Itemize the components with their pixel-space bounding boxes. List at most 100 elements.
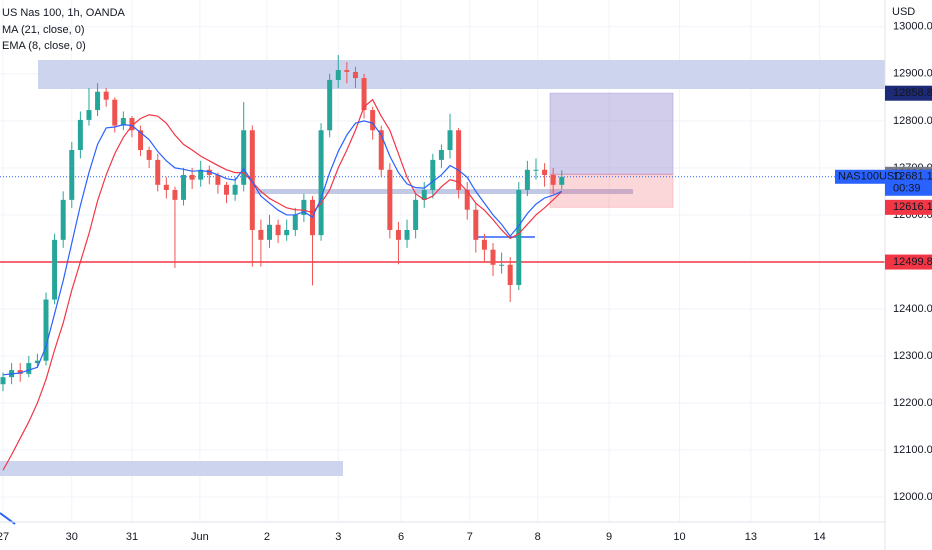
x-tick-label: 3 <box>335 531 341 543</box>
candle-body <box>224 184 230 195</box>
candle-body <box>447 130 453 151</box>
candle-body <box>404 229 410 240</box>
candle-body <box>138 130 144 151</box>
zone <box>38 60 885 89</box>
y-tick-label: 12100.0 <box>893 444 932 456</box>
candle-body <box>550 174 556 185</box>
candle-body <box>524 169 530 190</box>
x-tick-label: 6 <box>398 531 404 543</box>
price-label: 12499.8 <box>893 256 932 268</box>
x-tick-label: 31 <box>126 531 138 543</box>
candle-body <box>120 118 126 126</box>
candle-body <box>327 79 333 131</box>
x-tick-label: 9 <box>606 531 612 543</box>
candle-body <box>559 176 565 185</box>
price-label: 12681.1 <box>893 171 932 183</box>
candle-body <box>86 110 92 120</box>
candle-body <box>516 189 522 285</box>
candle-body <box>52 239 58 300</box>
candle-body <box>413 199 419 230</box>
y-tick-label: 12000.0 <box>893 491 932 503</box>
price-label: 12858.8 <box>893 87 932 99</box>
candle-body <box>198 169 204 180</box>
candle-body <box>352 71 358 79</box>
candle-body <box>206 169 212 175</box>
candle-body <box>438 150 444 160</box>
candle-body <box>69 150 75 200</box>
candle-body <box>533 169 539 171</box>
symbol-label: NAS100USD <box>838 171 902 183</box>
candle-body <box>0 377 6 385</box>
indicator: EMA (8, close, 0) <box>2 40 86 52</box>
indicator-line <box>2 120 563 376</box>
candle-body <box>542 169 548 175</box>
countdown: 00:39 <box>893 183 921 195</box>
candle-body <box>181 174 187 200</box>
y-tick-label: 12800.0 <box>893 115 932 127</box>
candle-body <box>129 118 135 131</box>
candle-body <box>370 110 376 131</box>
candle-body <box>112 99 118 126</box>
candle-body <box>266 224 272 240</box>
price-label-box <box>885 199 932 215</box>
target-zone <box>549 92 674 175</box>
candle-body <box>275 224 281 236</box>
candle-body <box>301 199 307 215</box>
candle-body <box>34 360 40 364</box>
candle-body <box>172 189 178 200</box>
candle-body <box>189 174 195 180</box>
candle-body <box>17 370 23 374</box>
candle-body <box>232 184 238 195</box>
y-tick-label: 12900.0 <box>893 68 932 80</box>
candle-body <box>146 150 152 160</box>
candle-body <box>387 169 393 230</box>
x-tick-label: 10 <box>673 531 685 543</box>
indicator: MA (21, close, 0) <box>2 24 85 36</box>
x-tick-label: 7 <box>467 531 473 543</box>
candle-body <box>473 209 479 240</box>
zone <box>255 189 633 194</box>
marks <box>0 55 885 471</box>
candle-body <box>344 70 350 72</box>
candle-body <box>155 159 161 185</box>
x-tick-label: 27 <box>0 531 9 543</box>
candle-body <box>26 363 32 374</box>
price-label-box <box>885 85 932 101</box>
candle-body <box>456 130 462 190</box>
price-label: 12616.1 <box>893 201 932 213</box>
candle-body <box>103 91 109 100</box>
candle-body <box>507 264 513 285</box>
candle-body <box>464 189 470 210</box>
candle-body <box>163 184 169 190</box>
symbol-box <box>835 169 885 184</box>
candle-body <box>77 119 83 151</box>
indicator-line <box>2 98 563 471</box>
candle-body <box>95 91 101 111</box>
candle-body <box>430 159 436 190</box>
candle-body <box>292 214 298 230</box>
price-label-box <box>885 254 932 270</box>
candle-body <box>335 70 341 80</box>
x-tick-label: 13 <box>745 531 757 543</box>
stop-zone <box>549 173 674 208</box>
zone <box>0 461 343 476</box>
chart-title: US Nas 100, 1h, OANDA <box>2 7 126 19</box>
candle-body <box>318 130 324 236</box>
candle-body <box>421 189 427 200</box>
y-tick-label: 12300.0 <box>893 350 932 362</box>
candle-body <box>490 249 496 265</box>
candle-body <box>43 299 49 361</box>
candle-body <box>499 264 505 266</box>
candle-body <box>60 199 66 240</box>
y-tick-label: 13000.0 <box>893 21 932 33</box>
candle-body <box>241 130 247 185</box>
candle-body <box>215 174 221 185</box>
y-tick-label: 12200.0 <box>893 397 932 409</box>
candle-body <box>361 78 367 111</box>
currency: USD <box>892 6 915 18</box>
candle-body <box>284 229 290 236</box>
candle-body <box>249 130 255 230</box>
candle-body <box>258 229 264 240</box>
